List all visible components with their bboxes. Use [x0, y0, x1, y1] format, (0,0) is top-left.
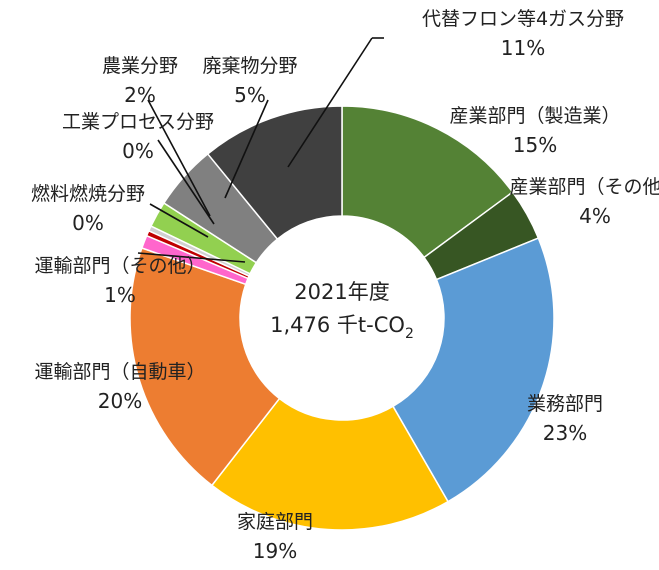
- center-total-sub: 2: [405, 326, 414, 342]
- leader-line-6: [149, 203, 209, 238]
- slice-percent-3: 19%: [253, 539, 297, 563]
- slice-label-9: 廃棄物分野: [202, 55, 297, 77]
- slices-group: [129, 105, 555, 531]
- center-total-label: 1,476 千t-CO2: [270, 313, 414, 342]
- leader-line-10: [287, 37, 373, 168]
- slice-percent-1: 4%: [579, 204, 611, 228]
- slice-label-3: 家庭部門: [237, 511, 313, 533]
- slice-0: [341, 105, 514, 259]
- slice-label-4: 運輸部門（自動車）: [34, 361, 205, 383]
- leader-line-7: [157, 139, 215, 225]
- slice-10: [206, 105, 343, 241]
- slice-percent-4: 20%: [98, 389, 142, 413]
- center-year-label: 2021年度: [294, 280, 389, 304]
- labels-group: 産業部門（製造業） 15% 産業部門（その他） 4% 業務部門 23% 家庭部門 19% 運輸部…: [31, 8, 659, 563]
- slice-label-8: 農業分野: [102, 55, 178, 77]
- slice-percent-6: 0%: [72, 211, 104, 235]
- slice-label-10: 代替フロン等4ガス分野: [422, 8, 624, 30]
- leader-line-9: [224, 99, 269, 199]
- slice-percent-8: 2%: [124, 83, 156, 107]
- slice-percent-0: 15%: [513, 133, 557, 157]
- leader-line-5: [137, 252, 246, 263]
- slice-label-5: 運輸部門（その他）: [34, 255, 205, 277]
- slice-percent-7: 0%: [122, 139, 154, 163]
- leader-line-8: [147, 99, 211, 217]
- slice-label-7: 工業プロセス分野: [62, 111, 214, 133]
- slice-label-2: 業務部門: [527, 393, 603, 415]
- slice-percent-2: 23%: [543, 421, 587, 445]
- slice-percent-5: 1%: [104, 283, 136, 307]
- slice-label-1: 産業部門（その他）: [509, 176, 659, 198]
- slice-3: [210, 397, 450, 531]
- slice-label-6: 燃料燃焼分野: [31, 183, 145, 205]
- slice-percent-10: 11%: [501, 36, 545, 60]
- slice-4: [129, 247, 281, 487]
- slice-percent-9: 5%: [234, 83, 266, 107]
- center-total-prefix: 1,476 千t-CO: [270, 313, 405, 337]
- slice-2: [391, 237, 555, 503]
- slice-label-0: 産業部門（製造業）: [449, 105, 620, 127]
- leader-lines-group: [137, 37, 384, 263]
